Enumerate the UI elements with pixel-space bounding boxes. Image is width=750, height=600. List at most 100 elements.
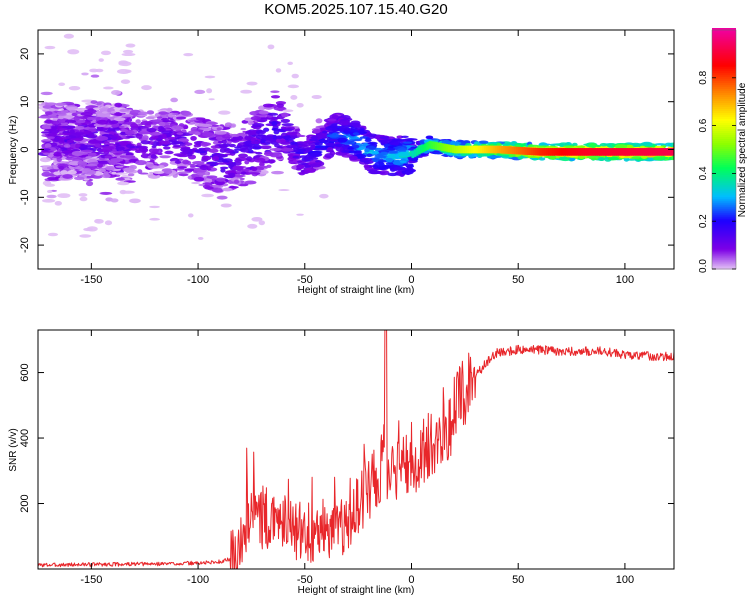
spectrogram-cell [156,116,163,119]
spectrogram-cell [214,180,225,186]
spectrogram-cell [215,162,229,165]
spectrogram-cell [215,177,226,182]
spectrogram-ridge [496,145,500,154]
spectrogram-cell [240,171,247,175]
colorbar-tick-label: 0.4 [698,166,709,180]
spectrogram-ridge [577,148,581,156]
spectrogram-cell [402,141,413,144]
spectrogram-ridge [552,148,556,156]
spectrogram-cell [206,175,218,179]
spectrogram-cell [337,120,351,126]
spectrogram-cell [206,161,214,165]
spectrogram-cell [57,193,71,199]
spectrogram-ridge [635,148,639,156]
spectrogram-ridge [541,148,545,156]
colorbar-step [712,204,736,208]
spectrogram-cell [74,138,83,142]
spectrogram-cell [197,236,204,240]
spectrogram-cell [118,60,129,65]
spectrogram-ridge [447,144,451,153]
spectrogram-ridge [582,148,585,156]
spectrogram-cell [607,156,619,161]
spectrogram-cell [189,165,196,168]
colorbar-step [712,132,736,136]
spectrogram-ridge [458,145,462,154]
spectrogram-cell [172,144,182,148]
spectrogram-ridge [648,148,652,156]
spectrogram-cell [138,146,148,152]
spectrogram-cell [148,148,160,153]
colorbar-step [712,160,736,164]
spectrogram-ridge [592,148,596,156]
spectrogram-cell [250,116,261,121]
spectrogram-cell [47,136,55,139]
spectrogram-cell [210,145,221,149]
spectrogram-cell [44,143,52,149]
colorbar-step [712,172,736,176]
spectrogram-cell [309,152,323,157]
spectrogram-cell [298,172,306,176]
colorbar-step [712,72,736,75]
colorbar-step [712,142,736,146]
spectrogram-cell [89,161,101,165]
spectrogram-cell [67,170,77,175]
spectrogram-cell [259,161,265,167]
spectrogram-cell [287,61,293,65]
spectrogram-cell [664,142,673,147]
spectrogram-cell [280,118,291,123]
spectrogram-cell [314,142,324,146]
spectrogram-cell [569,157,576,162]
spectrogram-ridge [671,148,674,156]
spectrogram-cell [184,142,193,146]
spectrogram-ridge [548,148,551,156]
spectrogram-cell [175,116,187,120]
spectrogram-cell [191,181,201,185]
spectrogram-cell [634,143,647,146]
spectrogram-cell [250,138,262,142]
spectrogram-ridge [475,145,479,154]
spectrogram-cell [190,135,197,141]
spectrogram-ridge [520,146,524,155]
spectrogram-cell [252,123,265,128]
colorbar-step [712,250,736,254]
spectrogram-cell [401,135,409,139]
colorbar-step [712,54,736,57]
spectrogram-ridge [601,148,605,156]
spectrogram-ridge [667,148,671,156]
spectrogram-cell [98,168,106,173]
spectrogram-cell [166,133,172,138]
spectrogram-cell [195,117,206,121]
spectrogram-ridge [646,148,650,156]
spectrogram-cell [281,135,291,140]
spectrogram-ridge [624,148,628,156]
spectrogram-cell [281,112,289,118]
spectrogram-cell [652,156,665,161]
colorbar-step [712,184,736,188]
spectrogram-cell [135,133,144,139]
spectrogram-cell [173,141,184,144]
spectrogram-cell [296,134,306,138]
spectrogram-ridge [437,142,440,151]
spectrogram-ridge [494,145,498,154]
spectrogram-cell [371,150,379,155]
colorbar-step [712,222,736,226]
spectrogram-ridge [477,145,481,154]
colorbar-step [712,82,736,85]
spectrogram-cell [56,157,62,163]
spectrogram-cell [208,148,219,153]
spectrogram-cell [351,144,360,149]
spectrogram-ridge [422,144,425,153]
spectrogram-cell [166,107,173,113]
colorbar-step [712,136,736,140]
spectrogram-cell [478,140,489,144]
spectrogram-cell [152,170,165,174]
spectrogram-cell [486,155,500,159]
colorbar-step [712,122,736,125]
spectrogram-ridge [641,148,645,156]
spectrogram-cell [111,90,122,96]
spectrogram-cell [228,143,236,148]
spectrogram-cell [177,166,187,169]
spectrogram-cell [404,163,414,167]
spectrogram-xlabel: Height of straight line (km) [298,285,415,296]
spectrogram-ridge [639,148,643,156]
